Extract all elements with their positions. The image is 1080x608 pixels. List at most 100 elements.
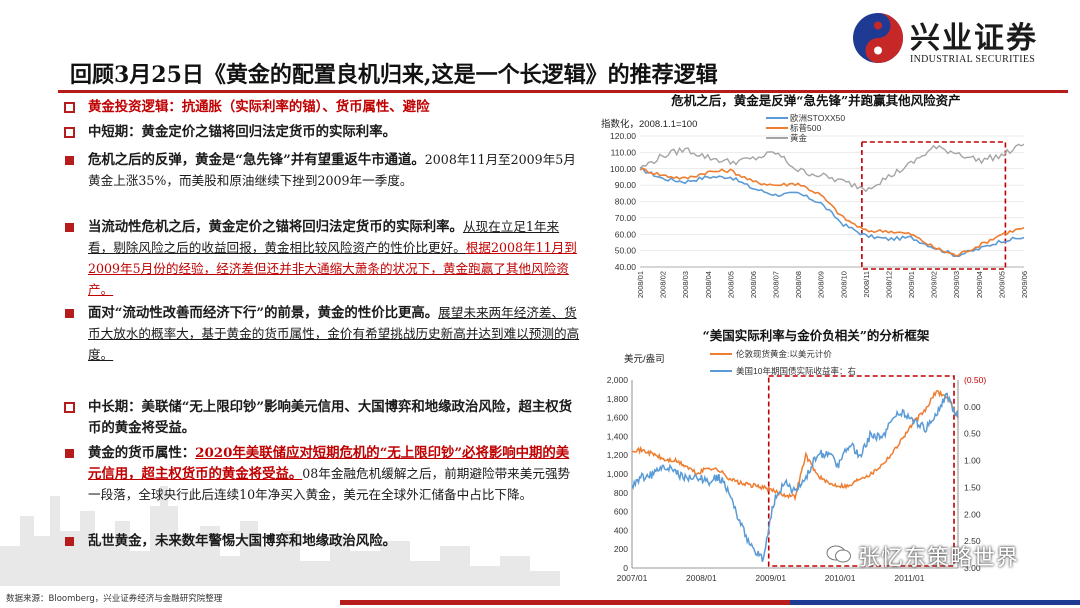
x-tick-label: 2008/11 — [862, 271, 871, 298]
y-tick-label: 100.00 — [610, 164, 636, 174]
hollow-square-icon — [64, 127, 75, 138]
y2-tick-label: 2.00 — [964, 509, 981, 519]
bullet-text: 中短期：黄金定价之锚将回归法定货币的实际利率。 — [88, 124, 396, 140]
y-tick-label: 2,000 — [607, 375, 629, 385]
bullet-text: 展望未来两年经济差、货币大放水的概率大，基于黄金的货币属性，金价有希望挑战历史新… — [88, 305, 580, 362]
chart1-title: 危机之后，黄金是反弹“急先锋”并跑赢其他风险资产 — [670, 93, 960, 108]
x-tick-label: 2008/07 — [772, 271, 781, 298]
page-title: 回顾3月25日《黄金的配置良机归来,这是一个长逻辑》的推荐逻辑 — [70, 62, 718, 88]
chart1-legend-label: 黄金 — [790, 133, 808, 143]
bullet-text: 乱世黄金，未来数年警惕大国博弈和地缘政治风险。 — [88, 533, 396, 549]
y-tick-label: 1,800 — [607, 394, 629, 404]
x-tick-label: 2010/01 — [825, 573, 856, 583]
y-tick-label: 800 — [614, 488, 628, 498]
bullet-text: 2008年11月至2009年5月黄金上涨35%，而美股和原油继续下挫到2009年… — [88, 152, 576, 188]
x-tick-label: 2008/03 — [681, 271, 690, 298]
bullet-item: 面对“流动性改善而经济下行”的前景，黄金的性价比更高。展望未来两年经济差、货币大… — [62, 303, 582, 366]
bullet-text: 从现在立足1年来看，剔除风险之后的收益回报，黄金相比较风险资产的性价比更好。 — [88, 219, 560, 255]
x-tick-label: 2008/01 — [636, 271, 645, 298]
solid-square-icon — [65, 223, 74, 232]
series-line — [639, 166, 1025, 258]
x-tick-label: 2009/01 — [755, 573, 786, 583]
series-line — [639, 143, 1025, 193]
bullet-item: 黄金投资逻辑：抗通胀（实际利率的锚）、货币属性、避险 — [62, 97, 582, 118]
chart2-legend: 伦敦现货黄金:以美元计价 美国10年期国债实际收益率：右 — [710, 349, 856, 376]
hollow-square-icon — [64, 402, 75, 413]
solid-square-icon — [65, 309, 74, 318]
brand-name-en: INDUSTRIAL SECURITIES — [910, 54, 1036, 65]
chart1-legend: 欧洲STOXX50 标普500 黄金 — [766, 113, 845, 143]
x-tick-label: 2008/04 — [704, 271, 713, 298]
y-tick-label: 400 — [614, 525, 628, 535]
highlight-box — [861, 141, 1007, 270]
x-tick-label: 2008/06 — [749, 271, 758, 298]
series-line — [631, 392, 959, 562]
y-tick-label: 1,200 — [607, 450, 629, 460]
x-tick-label: 2008/08 — [794, 271, 803, 298]
x-tick-label: 2008/10 — [839, 271, 848, 298]
x-tick-label: 2009/05 — [997, 271, 1006, 298]
y-tick-label: 110.00 — [611, 147, 637, 157]
chart2-legend-label: 美国10年期国债实际收益率：右 — [736, 366, 856, 376]
bullet-text: 黄金投资逻辑：抗通胀（实际利率的锚）、货币属性、避险 — [88, 99, 430, 115]
x-tick-label: 2009/02 — [930, 271, 939, 298]
chart1-annotation: 指数化，2008.1.1=100 — [601, 118, 697, 130]
bullet-text: 黄金的货币属性： — [88, 445, 196, 461]
y-tick-label: 0 — [623, 563, 628, 573]
x-tick-label: 2008/05 — [726, 271, 735, 298]
wechat-icon — [826, 545, 851, 563]
bullet-text: 面对“流动性改善而经济下行”的前景，黄金的性价比更高。 — [88, 305, 439, 321]
y-tick-label: 60.00 — [615, 229, 637, 239]
chart-risk-assets-vs-gold: 危机之后，黄金是反弹“急先锋”并跑赢其他风险资产 指数化，2008.1.1=10… — [601, 93, 1029, 298]
chart1-legend-label: 标普500 — [790, 123, 821, 133]
hollow-square-icon — [64, 102, 75, 113]
bullet-item: 中短期：黄金定价之锚将回归法定货币的实际利率。 — [62, 122, 582, 143]
x-tick-label: 2009/04 — [975, 271, 984, 298]
bullet-text: 中长期：美联储“无上限印钞”影响美元信用、大国博弈和地缘政治风险，超主权货币的黄… — [88, 399, 573, 436]
y-tick-label: 40.00 — [615, 262, 637, 272]
y-tick-label: 70.00 — [615, 213, 637, 223]
watermark: 张忆东策略世界 — [858, 546, 1020, 571]
brand-name-cn: 兴业证券 — [910, 21, 1038, 56]
x-tick-label: 2008/12 — [884, 271, 893, 298]
y-tick-label: 1,400 — [607, 431, 629, 441]
bullet-text: 当流动性危机之后，黄金定价之锚将回归法定货币的实际利率。 — [88, 219, 463, 235]
y-tick-label: 600 — [614, 507, 628, 517]
bullet-text: 2020年美联储应对短期危机的“无上限印钞”必将影响中期的美元信用，超主权货币的… — [88, 445, 570, 482]
solid-square-icon — [65, 449, 74, 458]
y2-tick-label: (0.50) — [964, 375, 986, 385]
solid-square-icon — [65, 537, 74, 546]
y-tick-label: 120.00 — [610, 131, 636, 141]
x-tick-label: 2009/03 — [952, 271, 961, 298]
x-tick-label: 2009/01 — [907, 271, 916, 298]
chart2-legend-label: 伦敦现货黄金:以美元计价 — [736, 349, 832, 359]
y2-tick-label: 2.50 — [964, 536, 981, 546]
x-tick-label: 2009/06 — [1020, 271, 1029, 298]
x-tick-label: 2007/01 — [617, 573, 648, 583]
y-tick-label: 1,000 — [607, 469, 629, 479]
brand-logo-icon — [853, 13, 903, 63]
chart1-legend-label: 欧洲STOXX50 — [790, 113, 845, 123]
y2-tick-label: 3.00 — [964, 563, 981, 573]
bullet-item: 中长期：美联储“无上限印钞”影响美元信用、大国博弈和地缘政治风险，超主权货币的黄… — [62, 397, 582, 439]
bullet-text: 危机之后的反弹，黄金是“急先锋”并有望重返牛市通道。 — [88, 152, 425, 168]
series-line — [632, 389, 959, 502]
x-tick-label: 2008/01 — [686, 573, 717, 583]
y-tick-label: 1,600 — [607, 413, 629, 423]
title-underline — [58, 90, 1068, 93]
brand-logo: 兴业证券 INDUSTRIAL SECURITIES — [852, 10, 1072, 70]
y-tick-label: 90.00 — [615, 180, 637, 190]
chart2-ylabel: 美元/盎司 — [624, 353, 665, 365]
bullet-text: 08年金融危机缓解之后，前期避险带来美元强势一段落，全球央行此后连续10年净买入… — [88, 466, 571, 502]
y2-tick-label: 1.50 — [964, 482, 981, 492]
y-tick-label: 50.00 — [615, 246, 637, 256]
solid-square-icon — [65, 156, 74, 165]
bullet-item: 黄金的货币属性：2020年美联储应对短期危机的“无上限印钞”必将影响中期的美元信… — [62, 443, 582, 506]
chart2-title: “美国实际利率与金价负相关”的分析框架 — [703, 328, 930, 343]
footer-bar-blue — [790, 600, 1080, 605]
series-line — [639, 167, 1025, 258]
bullet-item: 危机之后的反弹，黄金是“急先锋”并有望重返牛市通道。2008年11月至2009年… — [62, 150, 582, 192]
footer-bar-red — [340, 600, 1080, 605]
x-tick-label: 2011/01 — [894, 573, 924, 583]
bullet-text: 根据2008年11月到2009年5月份的经验，经济差但还并非大通缩大萧条的状况下… — [88, 240, 577, 297]
